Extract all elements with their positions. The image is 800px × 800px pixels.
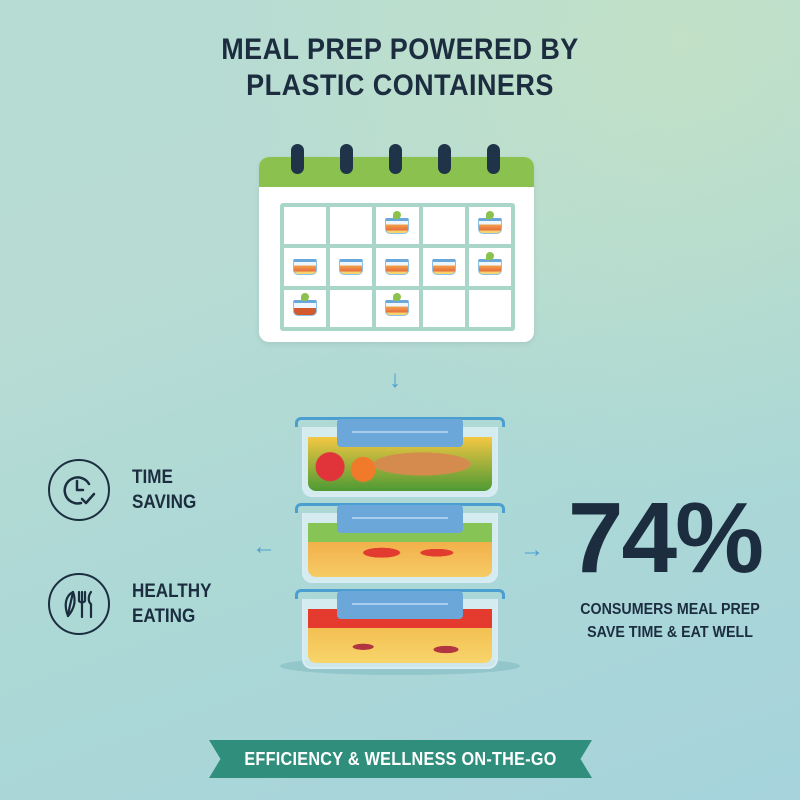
meal-container-icon [339,258,364,275]
meal-container-icon [293,293,318,317]
meal-container-middle [295,503,505,585]
calendar-cell [284,248,327,286]
banner-text: EFFICIENCY & WELLNESS ON-THE-GO [244,748,557,769]
title-line-1: MEAL PREP POWERED BY [221,33,579,66]
meal-container-icon [477,251,502,275]
stat-caption-line: CONSUMERS MEAL PREP [580,601,760,618]
stat-caption-line: SAVE TIME & EAT WELL [587,624,753,641]
stat-value: 74% [567,482,764,594]
meal-container-icon [385,210,410,234]
calendar-ring-icon [487,144,500,174]
calendar-ring-icon [389,144,402,174]
meal-container-icon [477,210,502,234]
calendar-cell [330,207,373,245]
page-title: MEAL PREP POWERED BY PLASTIC CONTAINERS [40,32,760,104]
title-line-2: PLASTIC CONTAINERS [246,69,554,102]
lid-clip [337,505,463,533]
calendar-cell [330,248,373,286]
feature-label: HEALTHY EATING [132,579,211,629]
arrow-right-icon: → [520,536,544,563]
feature-label: TIME SAVING [132,465,196,515]
clock-check-icon [48,459,110,521]
meal-container-top [295,417,505,499]
calendar-cell [330,289,373,327]
feature-healthy-eating: HEALTHY EATING [48,573,220,635]
calendar-cell [284,207,327,245]
calendar-cell [284,289,327,327]
calendar-cell [468,289,511,327]
feature-label-line: HEALTHY [132,581,212,602]
calendar-cell [422,289,465,327]
lid-clip [337,591,463,619]
feature-label-line: TIME [132,467,173,488]
container-lid [295,417,505,427]
leaf-utensils-icon [48,573,110,635]
arrow-left-icon: ← [252,533,276,560]
calendar-ring-icon [340,144,353,174]
calendar-cell [468,248,511,286]
feature-time-saving: TIME SAVING [48,459,203,521]
calendar-cell [376,207,419,245]
calendar-ring-icon [438,144,451,174]
meal-container-icon [293,258,318,275]
feature-label-line: EATING [132,606,196,627]
arrow-down-icon: ↓ [389,366,401,393]
lid-clip [337,419,463,447]
calendar-cell [422,207,465,245]
meal-calendar [259,144,534,342]
container-lid [295,503,505,513]
meal-container-bottom [295,589,505,671]
stat-caption: CONSUMERS MEAL PREP SAVE TIME & EAT WELL [569,598,771,644]
calendar-ring-icon [291,144,304,174]
meal-container-icon [385,293,410,317]
calendar-cell [376,289,419,327]
footer-banner: EFFICIENCY & WELLNESS ON-THE-GO [209,740,592,778]
calendar-grid [280,203,515,331]
calendar-cell [422,248,465,286]
feature-label-line: SAVING [132,492,197,513]
meal-container-icon [385,258,410,275]
calendar-cell [468,207,511,245]
container-lid [295,589,505,599]
meal-container-icon [431,258,456,275]
calendar-cell [376,248,419,286]
